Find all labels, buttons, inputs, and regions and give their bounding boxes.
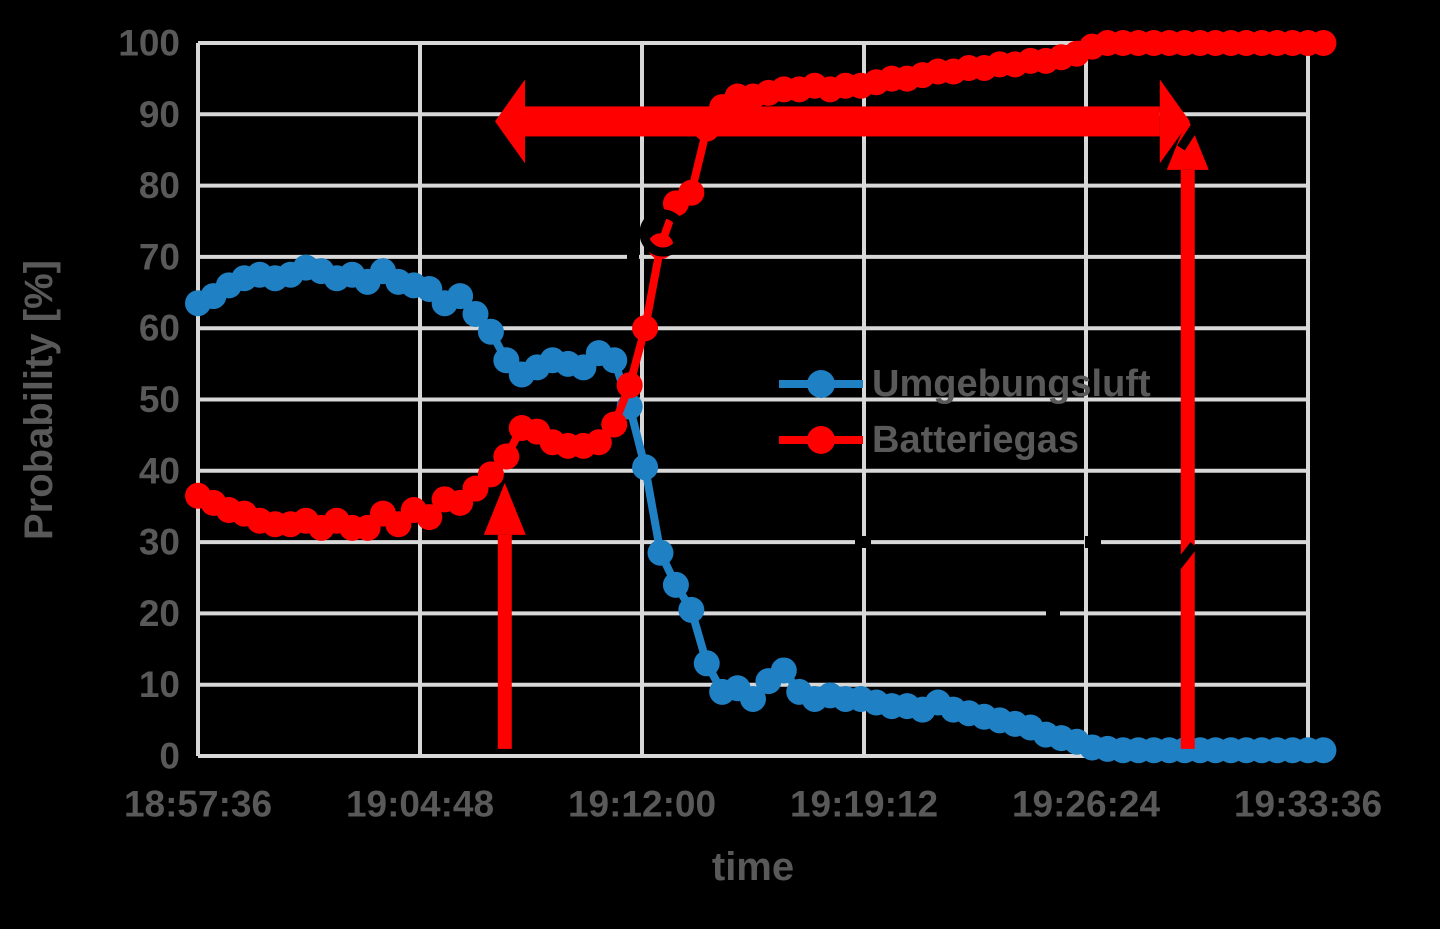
hidden-text-fragment [1085, 536, 1101, 548]
hidden-text-fragment [639, 209, 687, 257]
arrow-head-left-horizontal-span [495, 79, 526, 164]
y-tick-0: 0 [159, 736, 180, 777]
legend: Umgebungsluft Batteriegas [779, 363, 1151, 461]
legend-label-batteriegas: Batteriegas [872, 419, 1079, 461]
annotation-arrows [483, 79, 1209, 749]
data-point-umgebungsluft [740, 685, 766, 712]
arrow-shaft-right-final [1180, 169, 1195, 749]
y-tick-70: 70 [139, 236, 180, 277]
arrow-shaft-horizontal-span [525, 106, 1160, 137]
arrow-head-right-horizontal-span [1159, 79, 1190, 164]
data-series [185, 30, 1337, 764]
hidden-text-fragment [1046, 607, 1060, 619]
data-point-umgebungsluft [678, 596, 705, 623]
data-point-umgebungsluft [462, 300, 489, 327]
x-tick-19:19:12: 19:19:12 [790, 783, 938, 824]
arrow-shaft-left-onset [497, 534, 512, 749]
y-axis-tick-labels: 0 10 20 30 40 50 60 70 80 90 100 [118, 23, 180, 777]
legend-label-umgebungsluft: Umgebungsluft [872, 363, 1151, 405]
legend-item-umgebungsluft: Umgebungsluft [779, 363, 1151, 405]
x-tick-19:12:00: 19:12:00 [568, 783, 716, 824]
obscured-annotation-fragments [627, 125, 1198, 619]
hidden-text-fragment [855, 536, 871, 548]
data-point-umgebungsluft [601, 347, 628, 374]
y-tick-60: 60 [139, 308, 180, 349]
legend-marker-dot-blue [807, 370, 835, 398]
data-point-batteriegas [585, 429, 612, 456]
data-point-umgebungsluft [447, 283, 474, 310]
y-tick-30: 30 [139, 522, 180, 563]
data-point-batteriegas [1310, 30, 1337, 56]
y-tick-100: 100 [118, 23, 180, 64]
data-point-batteriegas [477, 461, 504, 488]
legend-marker-dot-red [807, 426, 835, 454]
data-point-batteriegas [601, 411, 628, 438]
hidden-text-fragment [1177, 125, 1198, 151]
data-point-batteriegas [678, 179, 705, 206]
data-point-umgebungsluft [693, 650, 720, 677]
gridlines [196, 41, 1310, 758]
data-point-umgebungsluft [632, 454, 659, 481]
y-tick-10: 10 [139, 664, 180, 705]
y-tick-20: 20 [139, 593, 180, 634]
y-tick-80: 80 [139, 165, 180, 206]
arrow-head-left-onset [483, 482, 526, 535]
x-tick-19:04:48: 19:04:48 [346, 783, 494, 824]
y-tick-90: 90 [139, 94, 180, 135]
data-point-umgebungsluft [477, 318, 504, 345]
data-point-batteriegas [493, 443, 520, 470]
y-axis-title: Probability [%] [17, 260, 61, 540]
hidden-text-fragment [627, 210, 639, 260]
data-point-batteriegas [616, 372, 643, 399]
data-point-batteriegas [416, 504, 443, 531]
data-point-batteriegas [632, 315, 659, 342]
x-axis-tick-labels: 18:57:36 19:04:48 19:12:00 19:19:12 19:26:24… [124, 783, 1382, 824]
y-tick-50: 50 [139, 379, 180, 420]
x-axis-title: time [712, 845, 794, 889]
x-tick-19:33:36: 19:33:36 [1234, 783, 1382, 824]
data-point-umgebungsluft [647, 539, 674, 566]
data-point-umgebungsluft [662, 571, 689, 598]
hidden-text-fragment [1172, 542, 1198, 571]
data-point-umgebungsluft [1310, 737, 1337, 764]
legend-item-batteriegas: Batteriegas [779, 419, 1079, 461]
x-tick-19:26:24: 19:26:24 [1012, 783, 1161, 824]
data-point-umgebungsluft [770, 657, 797, 684]
x-tick-18:57:36: 18:57:36 [124, 783, 272, 824]
y-tick-40: 40 [139, 450, 180, 491]
